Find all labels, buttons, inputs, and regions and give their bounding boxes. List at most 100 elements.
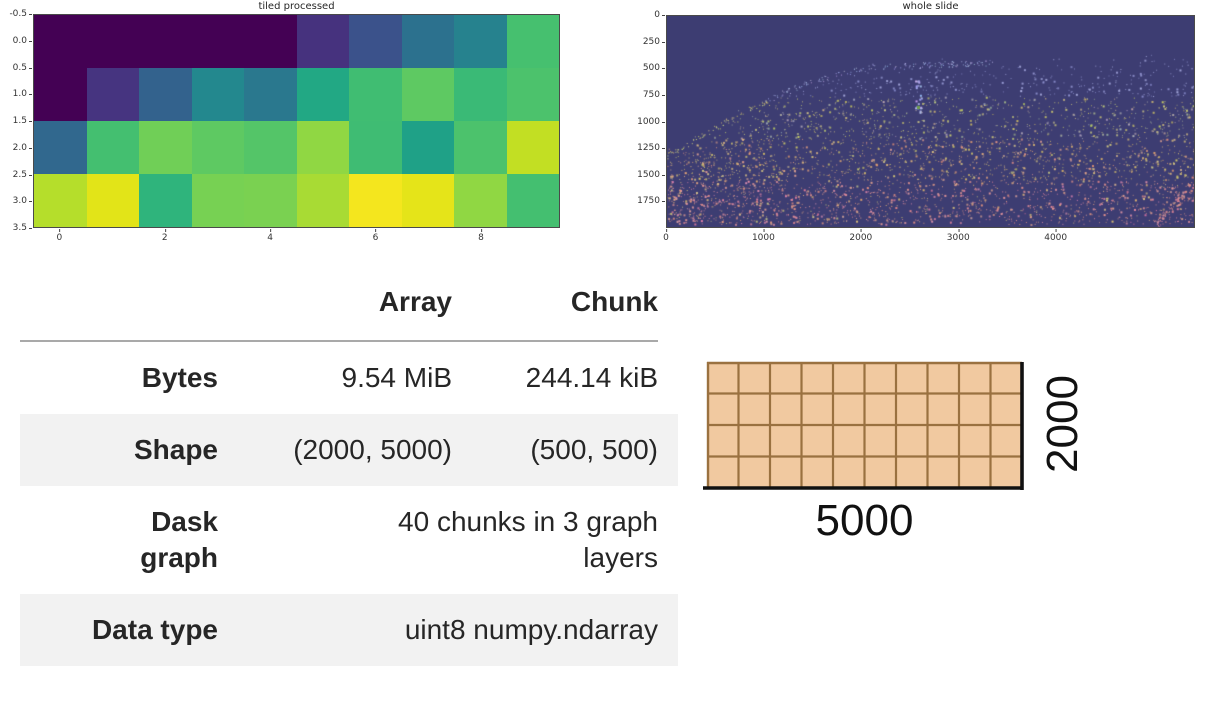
ytick-label: 1250 [637, 143, 665, 154]
heatmap-cell [86, 15, 139, 68]
data-type-value: uint8 numpy.ndarray [404, 614, 658, 645]
heatmap-cell [244, 174, 297, 227]
ytick-label: 0 [654, 10, 665, 20]
heatmap-cell [296, 121, 349, 174]
whole-slide-plot-area [666, 15, 1195, 228]
heatmap-cell [506, 121, 559, 174]
xtick-label: 2 [161, 229, 168, 243]
heatmap-cell [296, 15, 349, 68]
row-label: Dask graph [20, 504, 218, 576]
table-row-bytes: Bytes 9.54 MiB 244.14 kiB [20, 342, 658, 414]
heatmap-cell [349, 15, 402, 68]
xtick-label: 4 [267, 229, 274, 243]
ytick-label: 0.5 [12, 62, 33, 73]
row-label: Bytes [141, 362, 218, 393]
heatmap-cell [34, 121, 87, 174]
heatmap-cell [296, 174, 349, 227]
xtick-label: 1000 [751, 229, 775, 243]
heatmap-x-axis: 0 2 4 6 8 [33, 229, 560, 243]
table-row-dask-graph: Dask graph 40 chunks in 3 graph layers [20, 486, 658, 594]
xtick-label: 3000 [946, 229, 970, 243]
heatmap-cell [191, 174, 244, 227]
dask-graph-value: 40 chunks in 3 graph layers [398, 506, 658, 573]
ytick-label: -0.5 [9, 9, 32, 19]
heatmap-y-axis: -0.5 0.0 0.5 1.0 1.5 2.0 2.5 3.0 3.5 [0, 9, 33, 233]
dask-array-summary-table: Array Chunk Bytes 9.54 MiB 244.14 kiB Sh… [20, 285, 678, 666]
whole-slide-canvas [667, 16, 1194, 227]
header-spacer [20, 285, 218, 319]
xtick-label: 8 [478, 229, 484, 243]
ytick-label: 1750 [637, 196, 665, 207]
ytick-label: 1.0 [12, 89, 33, 100]
chunk-height-label: 2000 [1038, 375, 1087, 473]
heatmap-cell [139, 15, 192, 68]
col-header-chunk: Chunk [570, 286, 658, 317]
xtick-label: 6 [372, 229, 379, 243]
row-label: Data type [91, 614, 218, 645]
table-row-shape: Shape (2000, 5000) (500, 500) [20, 414, 678, 486]
ytick-label: 1.5 [12, 116, 33, 126]
heatmap-cell [296, 68, 349, 121]
ytick-label: 3.5 [12, 223, 33, 233]
heatmap-cell [349, 121, 402, 174]
heatmap-cell [244, 68, 297, 121]
ytick-label: 1000 [637, 116, 665, 127]
heatmap-cell [454, 68, 507, 121]
ytick-label: 750 [642, 89, 666, 100]
shape-chunk-value: (500, 500) [530, 434, 658, 465]
heatmap-cell [191, 15, 244, 68]
heatmap-cell [139, 174, 192, 227]
heatmap-cells [34, 15, 559, 227]
ytick-label: 2.5 [12, 169, 33, 180]
heatmap-cell [191, 121, 244, 174]
heatmap-cell [506, 15, 559, 68]
whole-slide-x-axis: 0 1000 2000 3000 4000 [663, 229, 1195, 243]
ytick-label: 1500 [637, 169, 665, 180]
heatmap-cell [349, 174, 402, 227]
bytes-chunk-value: 244.14 kiB [525, 362, 658, 393]
ytick-label: 0.0 [12, 35, 33, 46]
heatmap-cell [86, 121, 139, 174]
heatmap-cell [401, 121, 454, 174]
heatmap-cell [86, 174, 139, 227]
xtick-label: 0 [663, 229, 669, 243]
ytick-label: 2.0 [12, 142, 33, 153]
ytick-label: 500 [642, 63, 666, 74]
heatmap-cell [401, 174, 454, 227]
heatmap-cell [506, 68, 559, 121]
whole-slide-title: whole slide [902, 1, 959, 12]
xtick-label: 0 [56, 229, 63, 243]
heatmap-cell [244, 15, 297, 68]
heatmap-cell [401, 68, 454, 121]
bytes-array-value: 9.54 MiB [341, 362, 453, 393]
table-body: Bytes 9.54 MiB 244.14 kiB Shape (2000, 5… [20, 340, 678, 666]
ytick-label: 250 [642, 36, 666, 47]
heatmap-cell [34, 68, 87, 121]
heatmap-cell [86, 68, 139, 121]
heatmap-cell [454, 121, 507, 174]
heatmap-cell [34, 15, 87, 68]
xtick-label: 4000 [1044, 229, 1068, 243]
heatmap-cell [191, 68, 244, 121]
whole-slide-y-axis: 0 250 500 750 1000 1250 1500 1750 [606, 10, 666, 228]
row-label: Shape [133, 434, 218, 465]
heatmap-cell [401, 15, 454, 68]
heatmap-cell [506, 174, 559, 227]
chunk-grid-svg [703, 361, 1024, 490]
heatmap-title: tiled processed [258, 1, 335, 12]
heatmap-cell [34, 174, 87, 227]
heatmap-cell [454, 15, 507, 68]
heatmap-plot-area [33, 14, 560, 228]
xtick-label: 2000 [849, 229, 873, 243]
col-header-array: Array [378, 286, 452, 317]
chunk-width-label: 5000 [815, 496, 914, 545]
shape-array-value: (2000, 5000) [293, 434, 452, 465]
heatmap-cell [139, 121, 192, 174]
heatmap-cell [244, 121, 297, 174]
dask-graph-label: Dask graph [140, 506, 218, 573]
heatmap-cell [454, 174, 507, 227]
table-header-row: Array Chunk [20, 285, 658, 340]
heatmap-cell [139, 68, 192, 121]
heatmap-cell [349, 68, 402, 121]
